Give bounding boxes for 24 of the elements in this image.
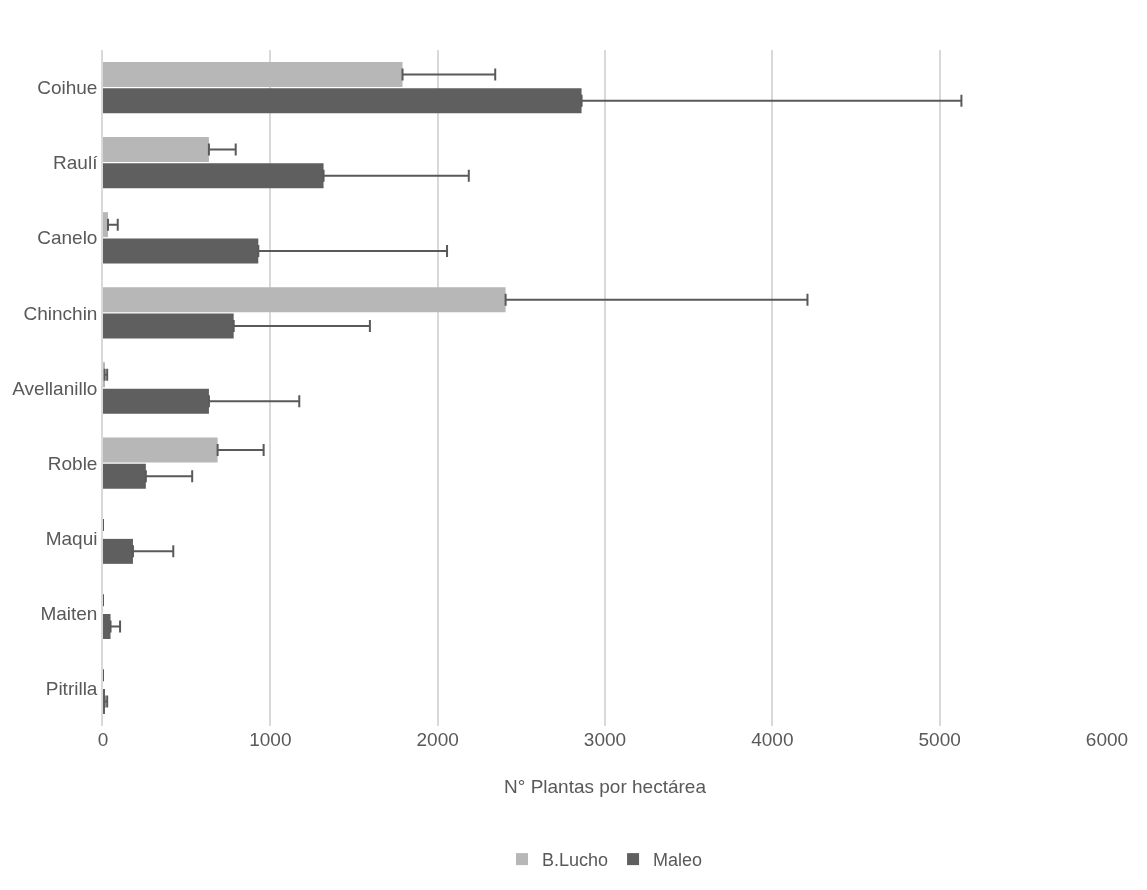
x-axis-title: N° Plantas por hectárea <box>504 775 707 797</box>
y-tick-label: Avellanillo <box>12 377 98 399</box>
x-tick-label: 0 <box>97 729 109 750</box>
legend-label: Maleo <box>653 850 703 871</box>
y-tick-label: Maqui <box>45 527 98 549</box>
bar <box>103 437 218 463</box>
legend-label: B.Lucho <box>542 850 609 871</box>
x-tick-label: 6000 <box>1085 729 1129 750</box>
y-tick-label: Roble <box>47 452 98 474</box>
y-tick-label: Chinchin <box>23 302 98 324</box>
y-tick-label: Canelo <box>37 227 98 249</box>
bar <box>103 287 506 313</box>
x-tick-label: 5000 <box>918 729 961 750</box>
x-tick-label: 2000 <box>416 729 459 750</box>
y-tick-label: Maiten <box>40 602 98 624</box>
x-tick-label: 3000 <box>583 729 627 750</box>
x-tick-label: 4000 <box>751 729 794 750</box>
bar <box>103 137 209 163</box>
y-tick-label: Coihue <box>37 77 98 99</box>
bar <box>103 61 403 87</box>
y-tick-label: Pitrilla <box>45 678 98 700</box>
y-tick-label: Raulí <box>53 152 99 174</box>
bar <box>103 212 109 238</box>
x-tick-label: 1000 <box>249 729 292 750</box>
